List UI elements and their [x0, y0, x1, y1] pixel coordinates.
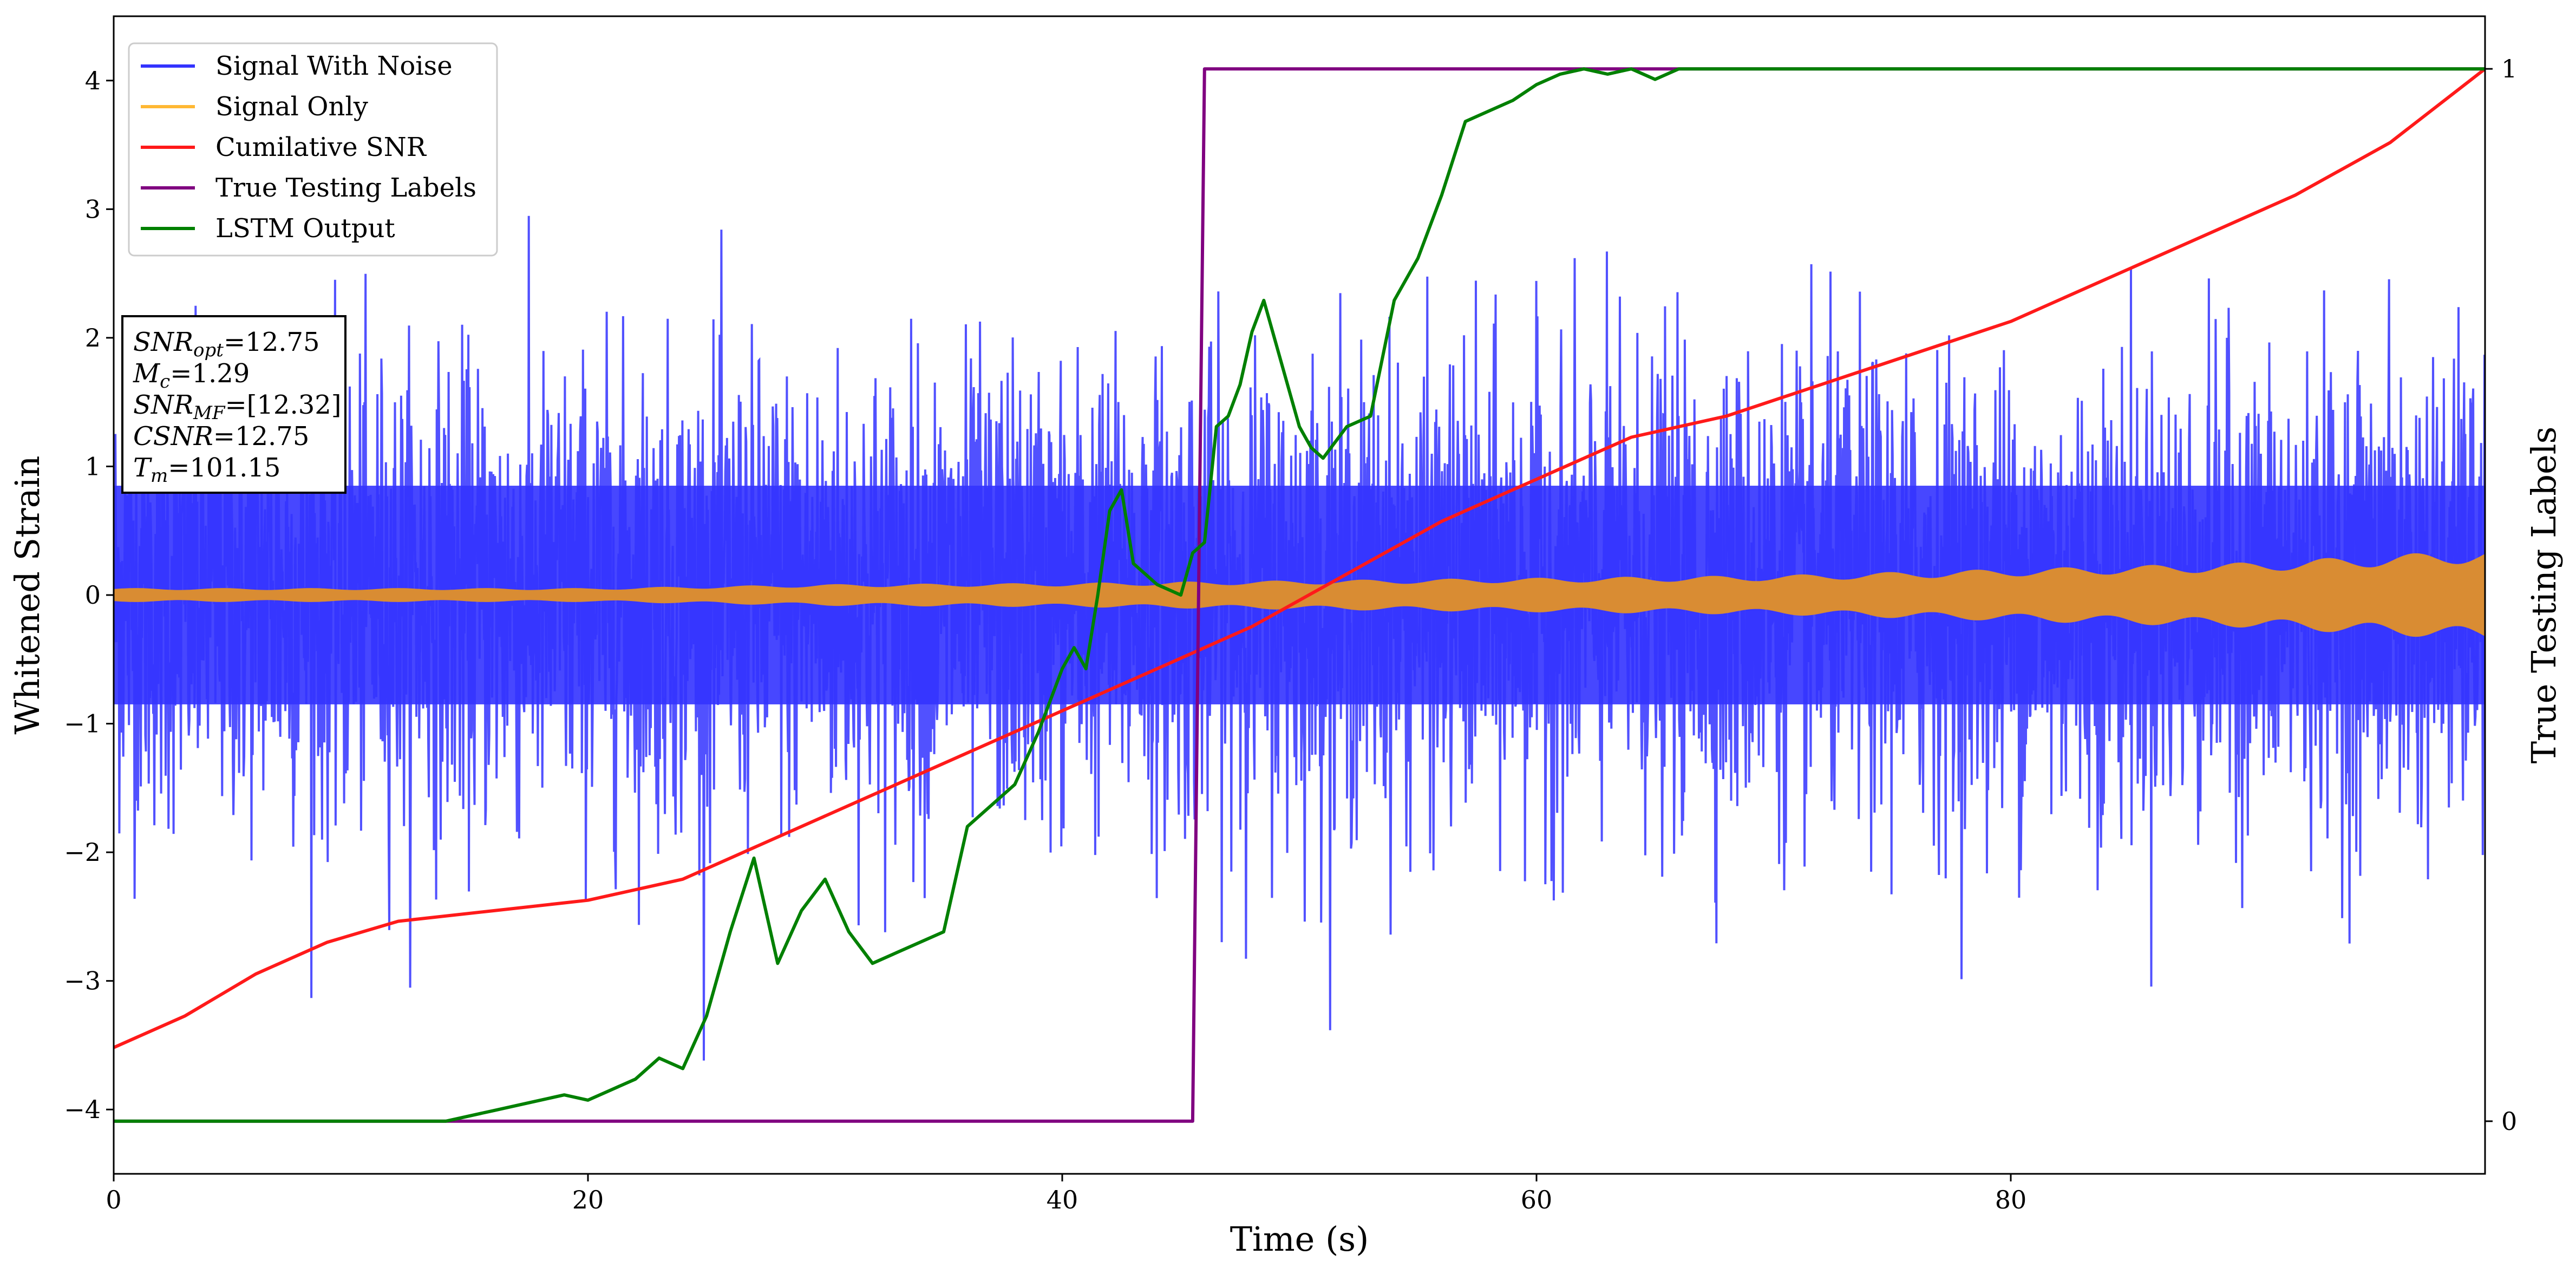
legend-label: Cumilative SNR: [215, 132, 427, 162]
y-tick-label: 0: [85, 580, 101, 610]
y-tick-label: 1: [85, 452, 101, 481]
series-layer: [114, 67, 2485, 1123]
info-box: SNRopt=12.75Mc=1.29SNRMF=[12.32]CSNR=12.…: [121, 315, 346, 494]
x-tick-label: 20: [572, 1185, 604, 1214]
series-lstm-output: [114, 67, 2485, 1123]
y-tick-label: −4: [64, 1095, 101, 1124]
y2-tick-label: 1: [2501, 54, 2517, 83]
x-tick-label: 40: [1047, 1185, 1078, 1214]
info-box-line: CSNR=12.75: [133, 421, 309, 452]
legend-frame: [128, 42, 498, 257]
legend-label: Signal Only: [215, 92, 368, 122]
legend-label: LSTM Output: [215, 213, 395, 244]
info-box-line: Mc=1.29: [133, 358, 250, 393]
x-tick-label: 60: [1521, 1185, 1553, 1214]
y-tick-label: 2: [85, 323, 101, 352]
y2-axis-title: True Testing Labels: [2524, 427, 2564, 764]
y2-tick-label: 0: [2501, 1107, 2517, 1136]
y-tick-label: 4: [85, 66, 101, 95]
info-box-line: SNRMF=[12.32]: [133, 390, 342, 424]
y-tick-label: −2: [64, 838, 101, 867]
legend-label: True Testing Labels: [215, 173, 476, 203]
info-box-line: Tm=101.15: [133, 453, 280, 487]
legend: Signal With Noise Signal Only Cumilative S…: [128, 42, 498, 257]
y-tick-label: 3: [85, 194, 101, 224]
legend-label: Signal With Noise: [215, 51, 453, 81]
y-axis-title: Whitened Strain: [8, 456, 47, 735]
series-signal-only: [114, 553, 2485, 637]
y-tick-label: −1: [64, 709, 101, 739]
series-cumilative-snr: [114, 67, 2485, 1049]
x-axis-title: Time (s): [1230, 1219, 1369, 1259]
x-tick-label: 0: [106, 1185, 121, 1214]
info-box-frame: [121, 315, 346, 494]
y-tick-label: −3: [64, 966, 101, 996]
x-tick-label: 80: [1995, 1185, 2027, 1214]
info-box-line: SNRopt=12.75: [133, 327, 320, 361]
